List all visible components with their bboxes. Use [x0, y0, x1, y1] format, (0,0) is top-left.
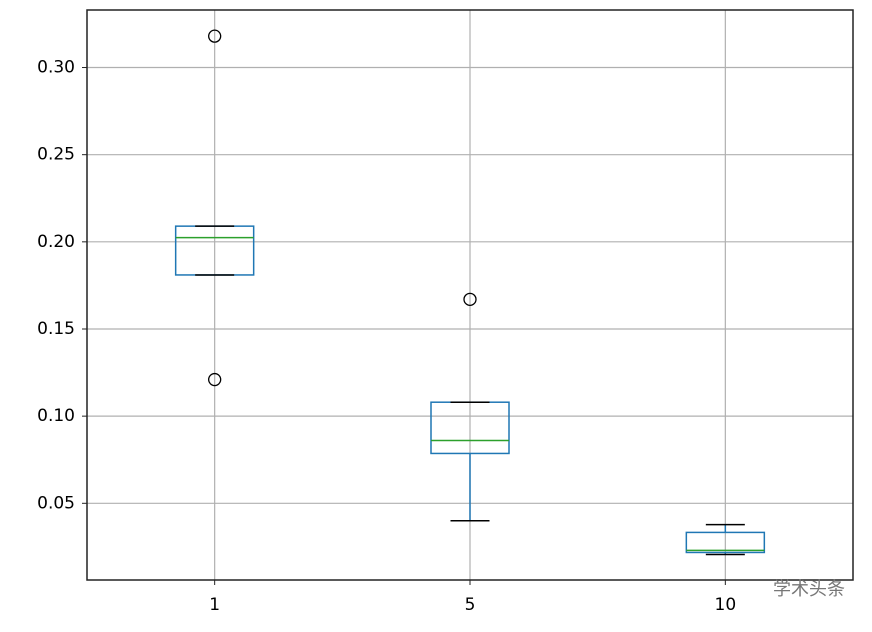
marks [174, 29, 766, 556]
y-tick-label: 0.10 [37, 406, 75, 426]
y-tick-label: 0.05 [37, 493, 75, 513]
watermark: 学术头条 [773, 579, 845, 600]
flier [208, 372, 222, 387]
y-tick-label: 0.25 [37, 145, 75, 165]
x-tick-label: 5 [465, 595, 476, 615]
x-tick-label: 10 [715, 595, 737, 615]
y-tick-label: 0.30 [37, 58, 75, 78]
flier [208, 29, 222, 43]
box [685, 531, 766, 554]
grid [87, 10, 853, 580]
y-tick-label: 0.20 [37, 232, 75, 252]
y-tick-label: 0.15 [37, 319, 75, 339]
flier [463, 292, 477, 307]
x-tick-label: 1 [209, 595, 220, 615]
